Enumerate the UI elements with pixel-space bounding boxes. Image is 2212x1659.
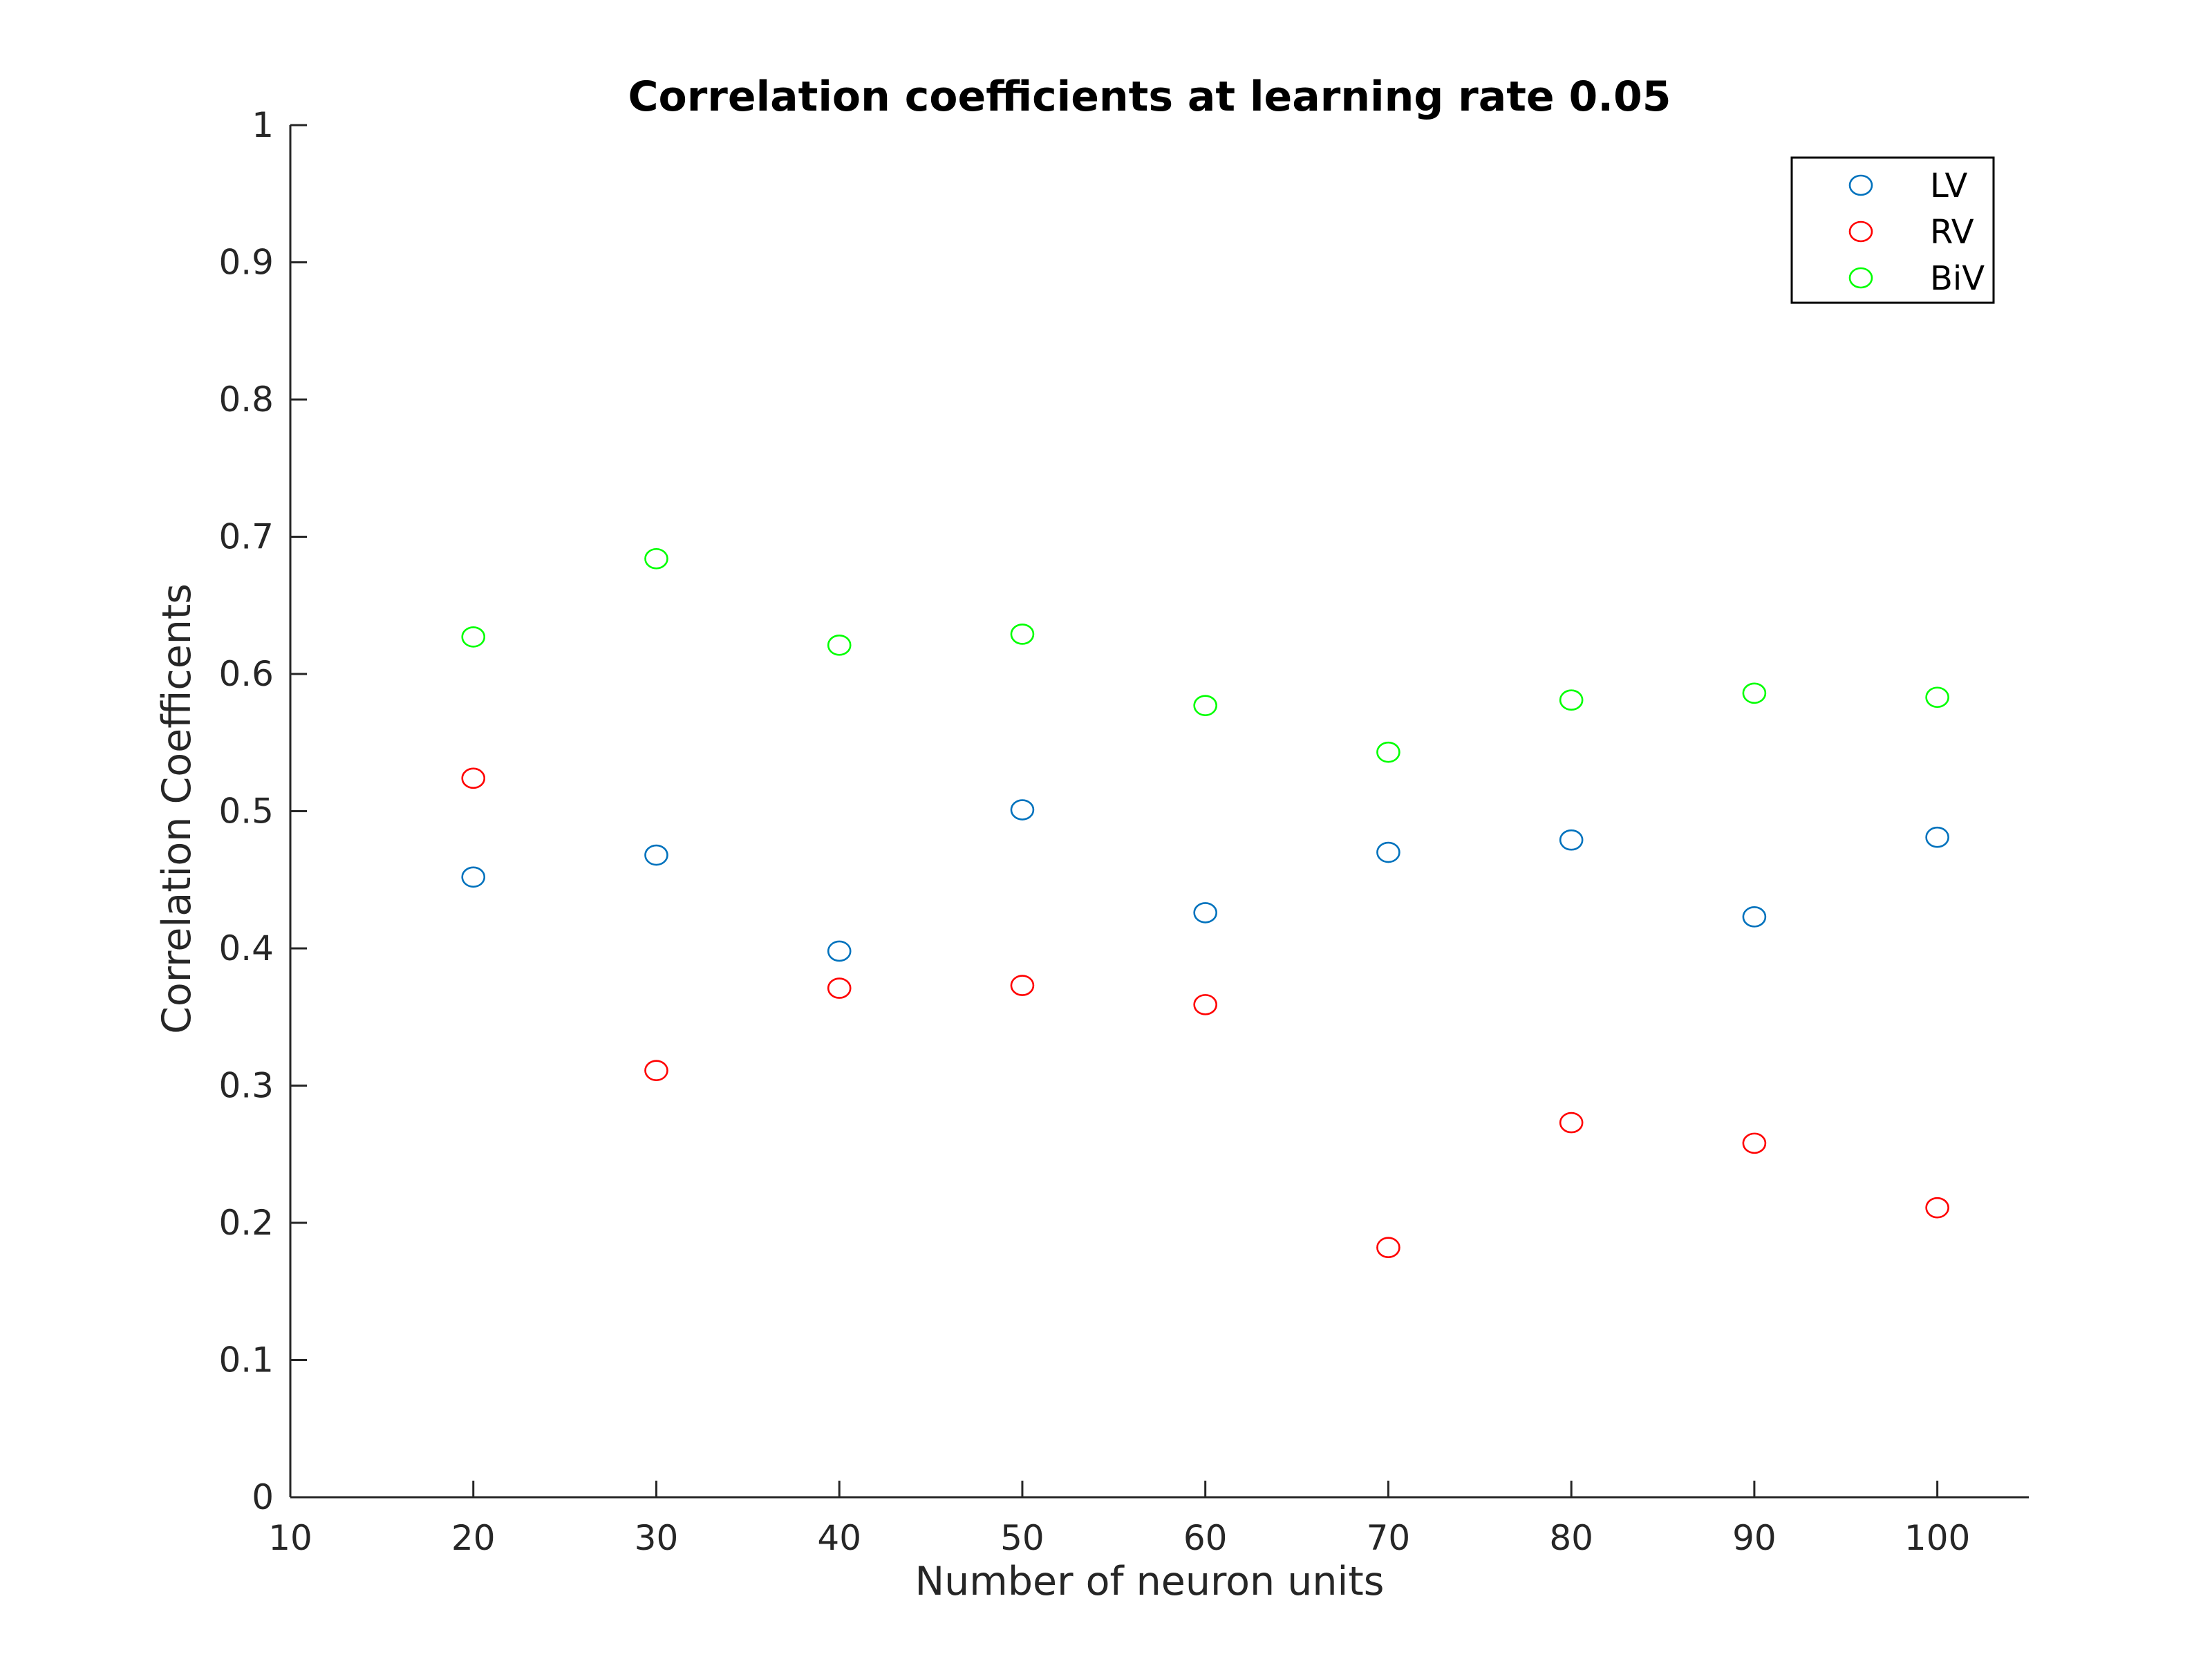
plot-axes (289, 125, 2029, 1499)
y-tick-label: 0.6 (218, 654, 274, 694)
legend-label: RV (1930, 213, 1974, 252)
x-tick-label: 50 (1000, 1518, 1044, 1558)
data-point-lv (1742, 906, 1767, 928)
legend-label: LV (1930, 167, 1967, 205)
y-tick-label: 0.7 (218, 517, 274, 557)
data-point-biv (1193, 695, 1217, 716)
y-tick-label: 1 (252, 105, 274, 145)
data-point-lv (1193, 902, 1217, 924)
data-point-rv (1925, 1197, 1949, 1219)
data-point-lv (461, 866, 486, 888)
data-point-rv (1376, 1237, 1400, 1259)
x-tick-label: 60 (1183, 1518, 1228, 1558)
x-tick-label: 10 (268, 1518, 312, 1558)
data-point-biv (461, 626, 486, 648)
x-axis-label: Number of neuron units (915, 1559, 1385, 1604)
y-tick-label: 0.5 (218, 791, 274, 832)
y-tick-label: 0.1 (218, 1340, 274, 1380)
x-axis-ticks: 10 20 30 40 50 60 70 80 90 100 (268, 1481, 1970, 1558)
legend-label: BiV (1930, 259, 1985, 298)
y-axis-ticks: 0 0.1 0.2 0.3 0.4 0.5 0.6 0.7 0.8 0.9 1 (218, 105, 307, 1517)
chart-title: Correlation coefficients at learning rat… (628, 73, 1671, 121)
x-tick-label: 20 (451, 1518, 496, 1558)
x-tick-label: 100 (1904, 1518, 1970, 1558)
series-biv (461, 547, 1949, 763)
data-point-lv (644, 844, 668, 866)
data-point-biv (1925, 686, 1949, 709)
data-point-rv (1742, 1132, 1767, 1154)
y-tick-label: 0.9 (218, 243, 274, 283)
y-tick-label: 0.2 (218, 1203, 274, 1243)
data-point-biv (1559, 689, 1584, 711)
y-tick-label: 0.3 (218, 1066, 274, 1106)
x-tick-label: 90 (1732, 1518, 1777, 1558)
x-tick-label: 70 (1367, 1518, 1411, 1558)
data-point-rv (827, 977, 852, 999)
data-point-biv (644, 547, 668, 570)
data-point-rv (1559, 1112, 1584, 1134)
x-tick-label: 80 (1549, 1518, 1593, 1558)
data-point-lv (1010, 799, 1035, 821)
data-point-biv (1742, 682, 1767, 704)
legend: LV RV BiV (1790, 156, 1995, 304)
x-tick-label: 40 (817, 1518, 861, 1558)
data-point-lv (1925, 826, 1949, 848)
data-point-rv (461, 767, 486, 789)
data-points (461, 547, 1949, 1259)
legend-box (1790, 156, 1995, 304)
data-point-lv (1376, 841, 1400, 863)
series-rv (461, 767, 1949, 1259)
data-point-biv (1010, 624, 1035, 645)
legend-marker (1848, 267, 1873, 289)
y-tick-label: 0.4 (218, 928, 274, 968)
data-point-lv (1559, 829, 1584, 851)
data-point-rv (1010, 975, 1035, 996)
data-point-rv (644, 1060, 668, 1081)
legend-marker (1848, 174, 1873, 196)
data-point-biv (1376, 741, 1400, 763)
data-point-lv (827, 940, 852, 962)
y-tick-label: 0.8 (218, 379, 274, 420)
legend-marker (1848, 221, 1873, 243)
y-axis-label: Correlation Coefficents (154, 583, 200, 1034)
x-tick-label: 30 (635, 1518, 679, 1558)
y-tick-label: 0 (252, 1477, 274, 1517)
data-point-rv (1193, 994, 1217, 1015)
data-point-biv (827, 635, 852, 656)
series-lv (461, 799, 1949, 962)
